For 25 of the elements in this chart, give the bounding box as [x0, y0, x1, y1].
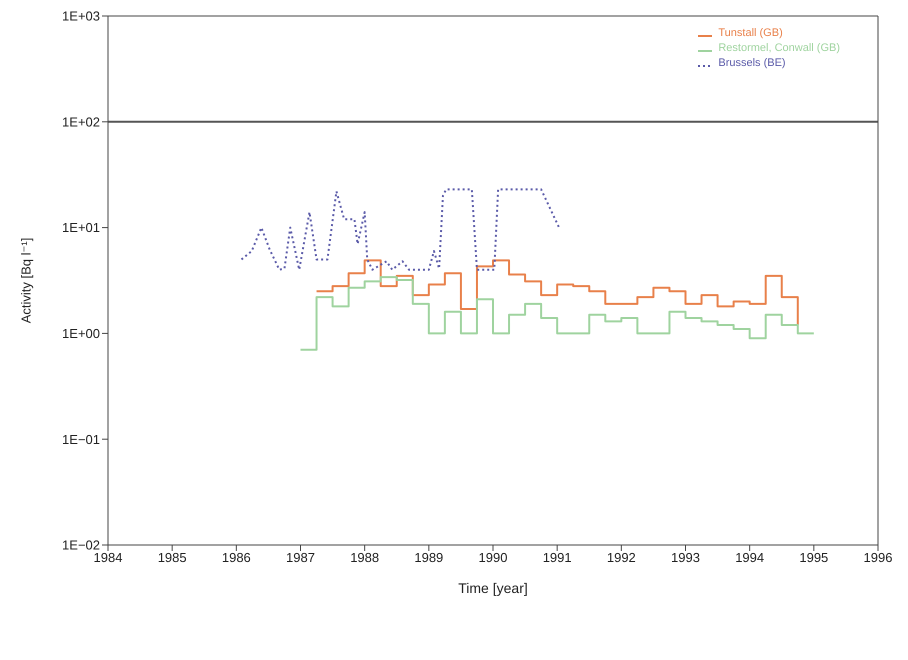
x-tick-label: 1989 — [414, 550, 444, 566]
x-tick-label: 1991 — [542, 550, 572, 566]
line-series — [240, 188, 560, 271]
x-tick-label: 1994 — [735, 550, 764, 566]
y-tick-label: 1E+00 — [62, 326, 100, 342]
legend-label: Brussels (BE) — [718, 56, 786, 71]
y-axis-title: Activity [Bq l⁻¹] — [18, 238, 34, 324]
legend-label: Restormel, Conwall (GB) — [718, 41, 840, 56]
y-tick-label: 1E−02 — [62, 538, 100, 553]
x-tick-label: 1996 — [864, 550, 892, 566]
legend-label: Tunstall (GB) — [718, 26, 783, 41]
y-tick-label: 1E+01 — [62, 220, 100, 236]
y-tick-label: 1E+03 — [62, 8, 100, 24]
x-axis-title: Time [year] — [458, 580, 528, 596]
x-tick-label: 1990 — [478, 550, 508, 566]
y-tick-label: 1E+02 — [62, 114, 100, 130]
x-tick-label: 1992 — [606, 550, 636, 566]
x-tick-label: 1993 — [671, 550, 700, 566]
x-tick-label: 1987 — [286, 550, 315, 566]
x-tick-label: 1988 — [350, 550, 380, 566]
x-tick-label: 1985 — [158, 550, 187, 566]
x-tick-label: 1995 — [799, 550, 828, 566]
x-tick-label: 1984 — [94, 550, 122, 566]
x-tick-label: 1986 — [222, 550, 251, 566]
y-tick-label: 1E−01 — [62, 432, 100, 447]
